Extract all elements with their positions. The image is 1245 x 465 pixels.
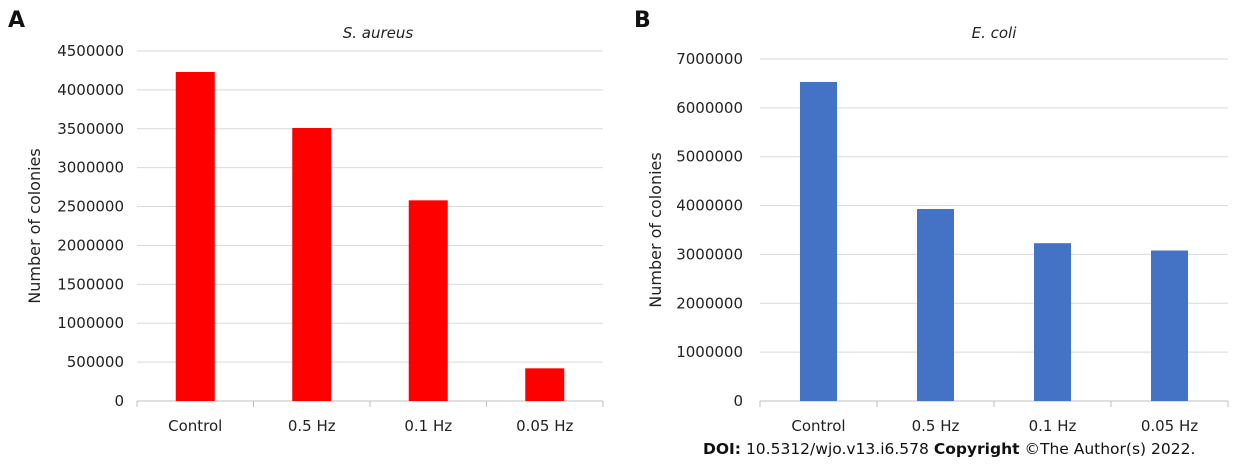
doi-value: 10.5312/wjo.v13.i6.578	[741, 440, 934, 458]
panel-label: A	[8, 8, 25, 33]
panel-label: B	[634, 8, 651, 33]
y-tick-label: 3500000	[57, 120, 124, 138]
chart-title: S. aureus	[343, 24, 414, 42]
y-tick-label: 5000000	[676, 148, 743, 166]
x-tick-label: 0.05 Hz	[516, 417, 573, 435]
y-tick-label: 2000000	[57, 236, 124, 254]
x-tick-label: 0.05 Hz	[1141, 417, 1198, 435]
bar-control	[800, 81, 837, 401]
chart-panel-b: B E. coli Number of colonies 0 1000000 200000…	[634, 8, 1229, 435]
bar-0-5-hz	[292, 128, 332, 401]
y-tick-label: 4500000	[57, 42, 124, 60]
bar-0-05-hz	[525, 368, 565, 401]
chart-panel-a: A S. aureus Number of colonies 0 500000 10000…	[8, 8, 604, 435]
x-tick-label: 0.1 Hz	[1029, 417, 1077, 435]
y-tick-label: 0	[733, 392, 743, 410]
bar-0-1-hz	[1034, 243, 1071, 401]
y-tick-label: 0	[114, 392, 124, 410]
x-tick-label: Control	[168, 417, 222, 435]
y-tick-label: 500000	[67, 353, 124, 371]
x-tick-label: 0.5 Hz	[912, 417, 960, 435]
y-tick-label: 7000000	[676, 50, 743, 68]
x-tick-label: Control	[791, 417, 845, 435]
bar-0-5-hz	[917, 208, 954, 401]
y-tick-label: 1000000	[676, 343, 743, 361]
bar-0-05-hz	[1151, 250, 1188, 401]
y-tick-label: 3000000	[676, 245, 743, 263]
copyright-value: ©The Author(s) 2022.	[1019, 440, 1196, 458]
citation-footer: DOI: 10.5312/wjo.v13.i6.578 Copyright ©T…	[703, 440, 1195, 458]
y-tick-label: 2500000	[57, 198, 124, 216]
doi-label: DOI:	[703, 440, 742, 458]
x-tick-label: 0.1 Hz	[404, 417, 452, 435]
y-tick-label: 3000000	[57, 159, 124, 177]
y-tick-label: 4000000	[676, 197, 743, 215]
copyright-label: Copyright	[933, 440, 1020, 458]
y-axis-label: Number of colonies	[25, 148, 44, 303]
y-tick-label: 1000000	[57, 314, 124, 332]
bar-0-1-hz	[408, 200, 448, 401]
chart-title: E. coli	[972, 24, 1018, 42]
y-tick-label: 1500000	[57, 275, 124, 293]
y-tick-label: 6000000	[676, 99, 743, 117]
y-axis-label: Number of colonies	[646, 152, 665, 307]
bar-control	[175, 72, 215, 401]
y-tick-label: 2000000	[676, 294, 743, 312]
x-tick-label: 0.5 Hz	[288, 417, 336, 435]
y-tick-label: 4000000	[57, 81, 124, 99]
